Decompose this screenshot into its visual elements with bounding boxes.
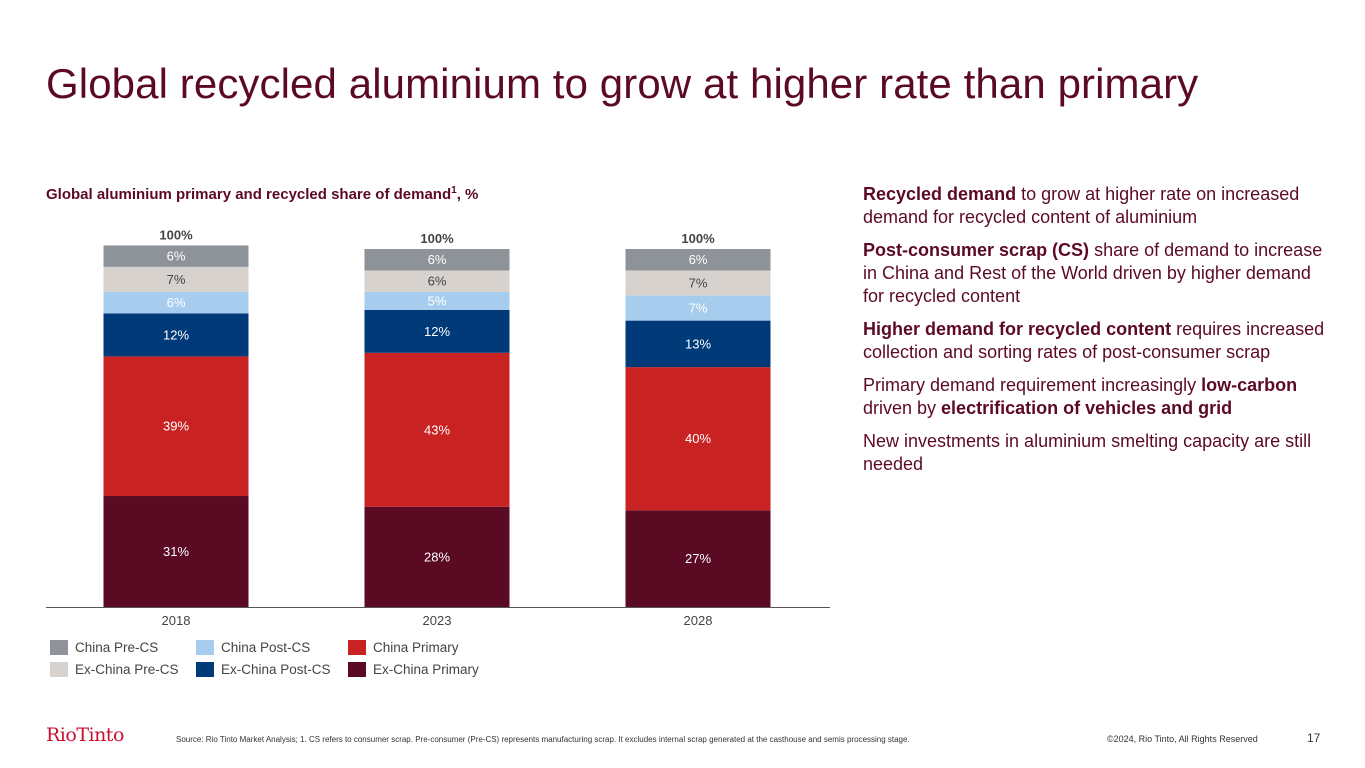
bar-segment bbox=[364, 352, 510, 507]
x-tick-label: 2023 bbox=[423, 613, 452, 625]
bar-segment bbox=[625, 510, 771, 607]
x-tick-label: 2018 bbox=[162, 613, 191, 625]
legend-label: China Post-CS bbox=[221, 640, 311, 655]
legend-item: Ex-China Primary bbox=[348, 662, 479, 677]
page-number: 17 bbox=[1307, 731, 1321, 745]
bar-segment bbox=[364, 506, 510, 607]
data-label: 12% bbox=[424, 324, 450, 339]
data-label: 6% bbox=[428, 252, 447, 267]
data-label: 12% bbox=[163, 327, 189, 342]
bar-segment bbox=[364, 309, 510, 353]
key-point: Recycled demand to grow at higher rate o… bbox=[863, 183, 1333, 229]
data-label: 28% bbox=[424, 549, 450, 564]
legend-label: Ex-China Post-CS bbox=[221, 662, 331, 677]
bar-segment bbox=[103, 496, 249, 607]
x-tick-label: 2028 bbox=[684, 613, 713, 625]
data-label: 5% bbox=[428, 293, 447, 308]
data-label: 27% bbox=[685, 551, 711, 566]
key-point: Primary demand requirement increasingly … bbox=[863, 374, 1333, 420]
legend-swatch bbox=[50, 640, 68, 655]
copyright: ©2024, Rio Tinto, All Rights Reserved bbox=[1107, 734, 1258, 744]
total-label: 100% bbox=[420, 231, 454, 246]
legend-item: China Primary bbox=[348, 640, 459, 655]
data-label: 40% bbox=[685, 431, 711, 446]
data-label: 39% bbox=[163, 419, 189, 434]
chart-title-text: Global aluminium primary and recycled sh… bbox=[46, 186, 452, 203]
emphasis-text: Post-consumer scrap (CS) bbox=[863, 240, 1090, 260]
bar-segment bbox=[364, 270, 510, 292]
emphasis-text: low-carbon bbox=[1201, 375, 1298, 395]
emphasis-text: Recycled demand bbox=[863, 184, 1017, 204]
bar-segment bbox=[103, 266, 249, 292]
legend-label: China Pre-CS bbox=[75, 640, 159, 655]
data-label: 6% bbox=[167, 249, 186, 264]
legend-swatch bbox=[196, 662, 214, 677]
data-label: 31% bbox=[163, 544, 189, 559]
key-point: Higher demand for recycled content requi… bbox=[863, 318, 1333, 364]
key-point: Post-consumer scrap (CS) share of demand… bbox=[863, 239, 1333, 308]
bar-segment bbox=[625, 270, 771, 296]
legend-swatch bbox=[50, 662, 68, 677]
legend-label: Ex-China Pre-CS bbox=[75, 662, 179, 677]
emphasis-text: Higher demand for recycled content bbox=[863, 319, 1172, 339]
slide-title: Global recycled aluminium to grow at hig… bbox=[46, 60, 1199, 107]
emphasis-text: electrification of vehicles and grid bbox=[941, 398, 1233, 418]
total-label: 100% bbox=[681, 231, 715, 246]
bar-segment bbox=[364, 291, 510, 310]
chart-title-footnote: 1 bbox=[451, 185, 457, 196]
body-text: share of demand to increase in China and… bbox=[863, 240, 1323, 306]
legend-item: Ex-China Post-CS bbox=[196, 662, 331, 677]
data-label: 7% bbox=[689, 276, 708, 291]
bar-segment bbox=[103, 313, 249, 357]
legend-swatch bbox=[196, 640, 214, 655]
body-text: requires increased collection and sortin… bbox=[863, 319, 1325, 362]
chart-title: Global aluminium primary and recycled sh… bbox=[46, 185, 478, 203]
body-text: to grow at higher rate on increased dema… bbox=[863, 184, 1300, 227]
data-label: 7% bbox=[167, 272, 186, 287]
legend-label: China Primary bbox=[373, 640, 459, 655]
body-text: driven by bbox=[863, 398, 942, 418]
data-label: 43% bbox=[424, 422, 450, 437]
data-label: 7% bbox=[689, 301, 708, 316]
legend-label: Ex-China Primary bbox=[373, 662, 479, 677]
rio-tinto-logo: RioTinto bbox=[46, 724, 124, 746]
legend-item: China Pre-CS bbox=[50, 640, 158, 655]
legend-swatch bbox=[348, 662, 366, 677]
bar-segment bbox=[625, 249, 771, 271]
bar-segment bbox=[625, 320, 771, 368]
bar-segment bbox=[103, 356, 249, 497]
bar-segment bbox=[625, 367, 771, 511]
source-note: Source: Rio Tinto Market Analysis; 1. CS… bbox=[176, 735, 910, 744]
chart-title-suffix: , % bbox=[456, 186, 479, 203]
data-label: 13% bbox=[685, 336, 711, 351]
data-label: 6% bbox=[167, 295, 186, 310]
bar-segment bbox=[625, 295, 771, 321]
bar-segment bbox=[103, 245, 249, 267]
stacked-bar-chart: 31% 39% 12% 6% 7% 6% 100% 2018 28% 43% 12% 5% 6% 6% 10… bbox=[46, 227, 830, 625]
data-label: 6% bbox=[428, 274, 447, 289]
total-label: 100% bbox=[159, 227, 193, 242]
legend-item: China Post-CS bbox=[196, 640, 310, 655]
body-text: New investments in aluminium smelting ca… bbox=[863, 431, 1312, 474]
key-point: New investments in aluminium smelting ca… bbox=[863, 430, 1333, 476]
key-points: Recycled demand to grow at higher rate o… bbox=[863, 183, 1333, 486]
legend-item: Ex-China Pre-CS bbox=[50, 662, 179, 677]
data-label: 6% bbox=[689, 252, 708, 267]
bar-segment bbox=[103, 291, 249, 314]
legend-swatch bbox=[348, 640, 366, 655]
bar-segment bbox=[364, 249, 510, 271]
body-text: Primary demand requirement increasingly bbox=[863, 375, 1202, 395]
